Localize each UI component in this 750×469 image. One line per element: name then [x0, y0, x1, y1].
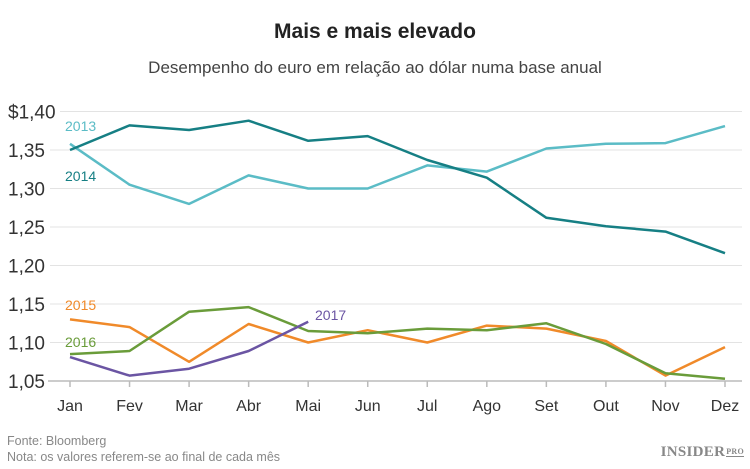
brand-logo: INSIDERPRO [661, 444, 744, 461]
y-tick-label: 1,15 [8, 295, 45, 316]
series-label-2017: 2017 [315, 307, 346, 323]
y-tick-label: 1,20 [8, 257, 45, 278]
x-tick-label: Set [534, 398, 559, 415]
series-line-2016 [69, 305, 726, 380]
gridlines [48, 111, 742, 382]
y-axis-ticks: $1,40 1,35 1,30 1,25 1,20 1,15 1,10 1,05 [8, 103, 56, 394]
y-tick-label: 1,05 [8, 372, 45, 393]
footnote: Nota: os valores referem-se ao final de … [7, 450, 281, 464]
brand-name: INSIDER [660, 444, 726, 460]
chart-subtitle: Desempenho do euro em relação ao dólar n… [148, 58, 602, 77]
series-line-2014 [69, 119, 726, 255]
x-tick-label: Out [593, 398, 619, 415]
y-tick-label: 1,25 [8, 218, 45, 239]
x-tick-label: Jun [355, 398, 381, 415]
x-tick-label: Mar [175, 398, 203, 415]
x-axis: Jan Fev Mar Abr Mai Jun Jul Ago Set Out Nov Dez [57, 381, 739, 415]
x-tick-label: Abr [236, 398, 262, 415]
x-tick-label: Ago [473, 398, 502, 415]
series-line-2017 [69, 320, 309, 377]
x-tick-label: Jul [417, 398, 437, 415]
line-chart: $1,40 1,35 1,30 1,25 1,20 1,15 1,10 1,05 Jan Fev… [8, 103, 742, 415]
source-note: Fonte: Bloomberg [7, 434, 107, 448]
brand-suffix: PRO [726, 447, 744, 457]
series-label-2015: 2015 [65, 297, 96, 313]
y-tick-label: $1,40 [8, 103, 56, 124]
series-lines [69, 119, 726, 380]
x-tick-label: Nov [651, 398, 679, 415]
chart-footer: Fonte: Bloomberg Nota: os valores refere… [7, 433, 280, 465]
series-label-2014: 2014 [65, 168, 96, 184]
x-tick-label: Dez [711, 398, 739, 415]
y-tick-label: 1,35 [8, 141, 45, 162]
chart-title: Mais e mais elevado [274, 20, 476, 43]
y-tick-label: 1,30 [8, 180, 45, 201]
x-tick-label: Jan [57, 398, 83, 415]
y-tick-label: 1,10 [8, 334, 45, 355]
series-line-2013 [69, 124, 726, 206]
series-label-2013: 2013 [65, 118, 96, 134]
x-tick-label: Mai [295, 398, 321, 415]
x-tick-label: Fev [116, 398, 143, 415]
series-label-2016: 2016 [65, 334, 96, 350]
series-labels: 2013 2014 2015 2016 2017 [65, 118, 346, 350]
series-line-2015 [69, 318, 726, 377]
